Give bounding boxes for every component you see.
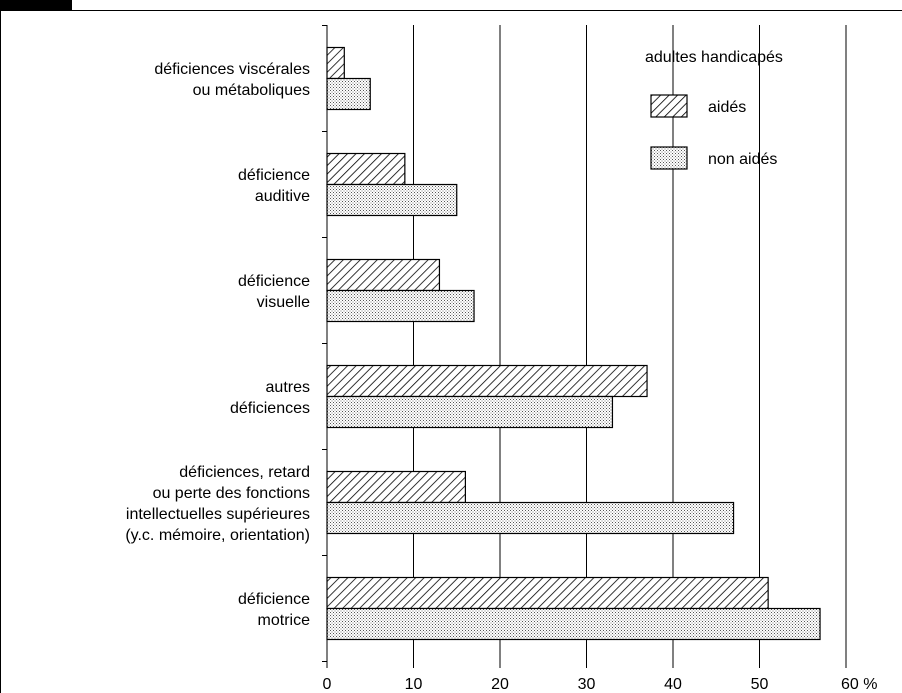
bar-aides xyxy=(326,46,345,80)
legend-label: aidés xyxy=(708,99,746,116)
category-label: motrice xyxy=(258,612,311,629)
category-label: déficience xyxy=(238,591,310,608)
bar-non-aides xyxy=(326,289,475,323)
bar-aides xyxy=(326,258,441,292)
legend: adultes handicapés aidés non aidés xyxy=(645,49,783,170)
bar-aides xyxy=(326,364,648,398)
bar-non-aides xyxy=(326,395,614,429)
x-tick-label: 0 xyxy=(323,676,332,693)
legend-swatch xyxy=(650,146,688,170)
category-label: ou métaboliques xyxy=(193,82,310,99)
bars xyxy=(326,46,821,641)
x-axis: 0 10 20 30 40 50 60 % xyxy=(322,25,877,693)
x-tick-label: 10 xyxy=(405,676,423,693)
x-tick-label: 20 xyxy=(491,676,509,693)
bar-aides xyxy=(326,152,406,186)
x-tick-label: 30 xyxy=(578,676,596,693)
bar-aides xyxy=(326,470,466,504)
category-label: déficiences, retard xyxy=(179,464,310,481)
category-label: (y.c. mémoire, orientation) xyxy=(125,527,310,544)
legend-swatch xyxy=(650,94,688,118)
frame-left-border xyxy=(0,10,1,693)
corner-block xyxy=(0,0,72,11)
category-labels: déficiences viscérales ou métaboliques déf… xyxy=(125,61,310,629)
category-label: déficience xyxy=(238,167,310,184)
category-label: déficience xyxy=(238,273,310,290)
category-label: déficiences xyxy=(230,400,310,417)
category-label: visuelle xyxy=(257,294,310,311)
bar-aides xyxy=(326,576,769,610)
bar-non-aides xyxy=(326,183,458,217)
category-label: autres xyxy=(266,379,310,396)
frame-top-border xyxy=(72,10,902,11)
bar-non-aides xyxy=(326,77,371,111)
x-tick-label: 50 xyxy=(751,676,769,693)
legend-title: adultes handicapés xyxy=(645,49,783,66)
category-label: auditive xyxy=(255,188,310,205)
category-label: déficiences viscérales xyxy=(154,61,310,78)
legend-label: non aidés xyxy=(708,151,777,168)
x-tick-label: 60 % xyxy=(841,676,877,693)
category-label: ou perte des fonctions xyxy=(153,485,310,502)
bar-non-aides xyxy=(326,607,821,641)
category-label: intellectuelles supérieures xyxy=(126,506,310,523)
x-tick-label: 40 xyxy=(664,676,682,693)
gridlines xyxy=(413,25,847,662)
bar-non-aides xyxy=(326,501,735,535)
